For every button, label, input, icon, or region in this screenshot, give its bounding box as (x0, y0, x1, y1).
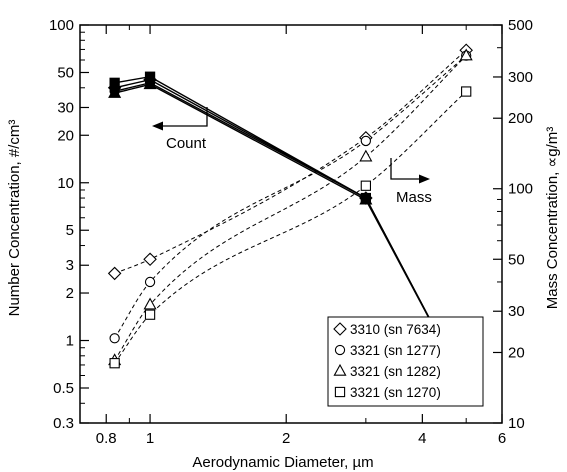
count-arrow (154, 107, 208, 127)
legend: 3310 (sn 7634) 3321 (sn 1277) 3321 (sn 1… (327, 316, 484, 407)
y-left-tick-label: 20 (57, 127, 74, 144)
legend-marker-square (334, 386, 346, 398)
x-tick-label: 6 (498, 430, 506, 447)
mass-annotation: Mass (390, 158, 432, 206)
mass-point-circle (144, 276, 156, 288)
y-left-tick-label: 5 (66, 222, 74, 239)
mass-point-triangle (359, 149, 373, 162)
count-series-line-4 (114, 75, 467, 389)
mass-point-diamond (143, 252, 157, 267)
count-label: Count (166, 135, 207, 152)
legend-marker-triangle (333, 363, 347, 376)
y-right-tick-label: 10 (508, 415, 525, 432)
y-right-tick-label: 500 (508, 17, 533, 34)
mass-series-line-1 (114, 49, 467, 274)
x-axis-title: Aerodynamic Diameter, µm (192, 454, 373, 471)
y-left-tick-label: 30 (57, 99, 74, 116)
x-tick-label: 0.8 (96, 430, 117, 447)
x-tick-label: 2 (282, 430, 290, 447)
count-point-square (360, 192, 372, 204)
plot-frame (79, 24, 503, 424)
legend-entry-2: 3321 (sn 1277) (350, 343, 441, 358)
y-left-tick-label: 10 (57, 175, 74, 192)
mass-point-square (360, 180, 372, 191)
y-left-axis-title: Number Concentration, #/cm³ (6, 120, 23, 317)
count-point-triangle (143, 77, 157, 90)
lines-layer (114, 49, 467, 389)
mass-point-square (109, 358, 120, 369)
mass-series-line-4 (114, 91, 467, 364)
mass-arrow (390, 158, 427, 180)
legend-markers (333, 322, 347, 398)
y-right-axis-title: Mass Concentration, ∝g/m³ (544, 127, 561, 309)
mass-series-line-2 (114, 55, 467, 339)
mass-point-square (144, 309, 156, 320)
y-right-tick-label: 50 (508, 251, 525, 268)
y-right-tick-label: 30 (508, 303, 525, 320)
y-left-tick-label: 0.3 (53, 415, 74, 432)
mass-point-triangle (143, 297, 157, 310)
x-tick-label: 4 (418, 430, 426, 447)
y-left-tick-label: 0.5 (53, 380, 74, 397)
mass-point-triangle (459, 48, 473, 61)
legend-entry-4: 3321 (sn 1270) (350, 385, 441, 400)
y-left-tick-label: 50 (57, 64, 74, 81)
mass-point-circle (109, 333, 120, 344)
count-annotation: Count (152, 107, 208, 152)
mass-point-diamond (107, 266, 122, 281)
mass-point-circle (360, 135, 372, 147)
y-right-tick-label: 300 (508, 69, 533, 86)
legend-marker-circle (334, 344, 346, 356)
y-right-tick-label: 200 (508, 110, 533, 127)
y-right-tick-label: 100 (508, 181, 533, 198)
mass-point-square (461, 86, 472, 97)
mass-arrowhead (419, 174, 430, 184)
y-right-tick-label: 20 (508, 344, 525, 361)
mass-label: Mass (396, 189, 432, 206)
legend-entry-1: 3310 (sn 7634) (350, 322, 441, 337)
count-point-square (109, 77, 120, 88)
x-tick-label: 1 (146, 430, 154, 447)
y-left-tick-label: 2 (66, 285, 74, 302)
y-left-tick-label: 100 (49, 17, 74, 34)
legend-box (327, 316, 484, 407)
count-point-square (144, 71, 156, 82)
count-point-triangle (108, 85, 122, 98)
legend-marker-diamond (333, 322, 347, 336)
y-left-tick-label: 1 (66, 333, 74, 350)
mass-series-line-3 (114, 55, 467, 361)
count-arrowhead (152, 121, 163, 131)
y-left-tick-label: 3 (66, 257, 74, 274)
legend-entry-3: 3321 (sn 1282) (350, 364, 441, 379)
